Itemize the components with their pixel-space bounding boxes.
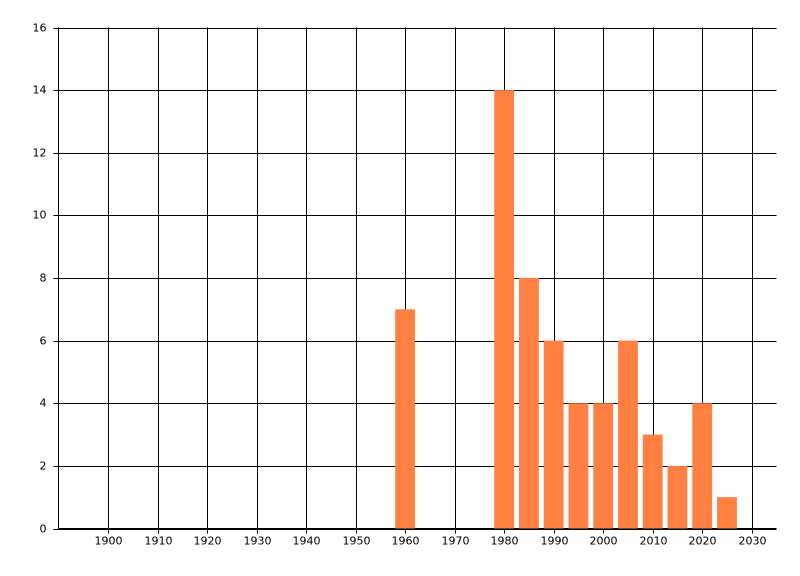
y-tick-label: 0 [40, 523, 47, 536]
x-tick-label: 2010 [640, 535, 668, 548]
bar [543, 340, 564, 529]
y-tick-label: 12 [33, 147, 47, 160]
bar [395, 309, 416, 529]
bar [667, 465, 688, 529]
bar [568, 403, 589, 529]
x-tick-label: 2020 [689, 535, 717, 548]
x-tick-label: 1920 [194, 535, 222, 548]
x-tick-label: 1980 [491, 535, 519, 548]
x-tick-label: 2000 [590, 535, 618, 548]
y-tick-label: 2 [40, 460, 47, 473]
x-tick-label: 1990 [541, 535, 569, 548]
bar [717, 497, 737, 529]
bar [519, 278, 539, 529]
y-tick-label: 4 [40, 397, 47, 410]
y-tick-label: 6 [40, 335, 47, 348]
x-tick-label: 2030 [739, 535, 767, 548]
x-tick-label: 1940 [293, 535, 321, 548]
y-tick-label: 8 [40, 272, 47, 285]
x-tick-label: 1930 [244, 535, 272, 548]
x-tick-label: 1910 [145, 535, 173, 548]
y-tick-label: 16 [33, 22, 47, 35]
bar [494, 90, 515, 529]
bar [692, 403, 713, 529]
bar [593, 403, 614, 529]
x-tick-label: 1960 [392, 535, 420, 548]
y-tick-label: 10 [33, 209, 47, 222]
x-tick-label: 1970 [442, 535, 470, 548]
bar [618, 340, 638, 529]
bar [642, 434, 663, 529]
x-tick-label: 1900 [95, 535, 123, 548]
y-tick-label: 14 [33, 84, 47, 97]
x-tick-label: 1950 [343, 535, 371, 548]
